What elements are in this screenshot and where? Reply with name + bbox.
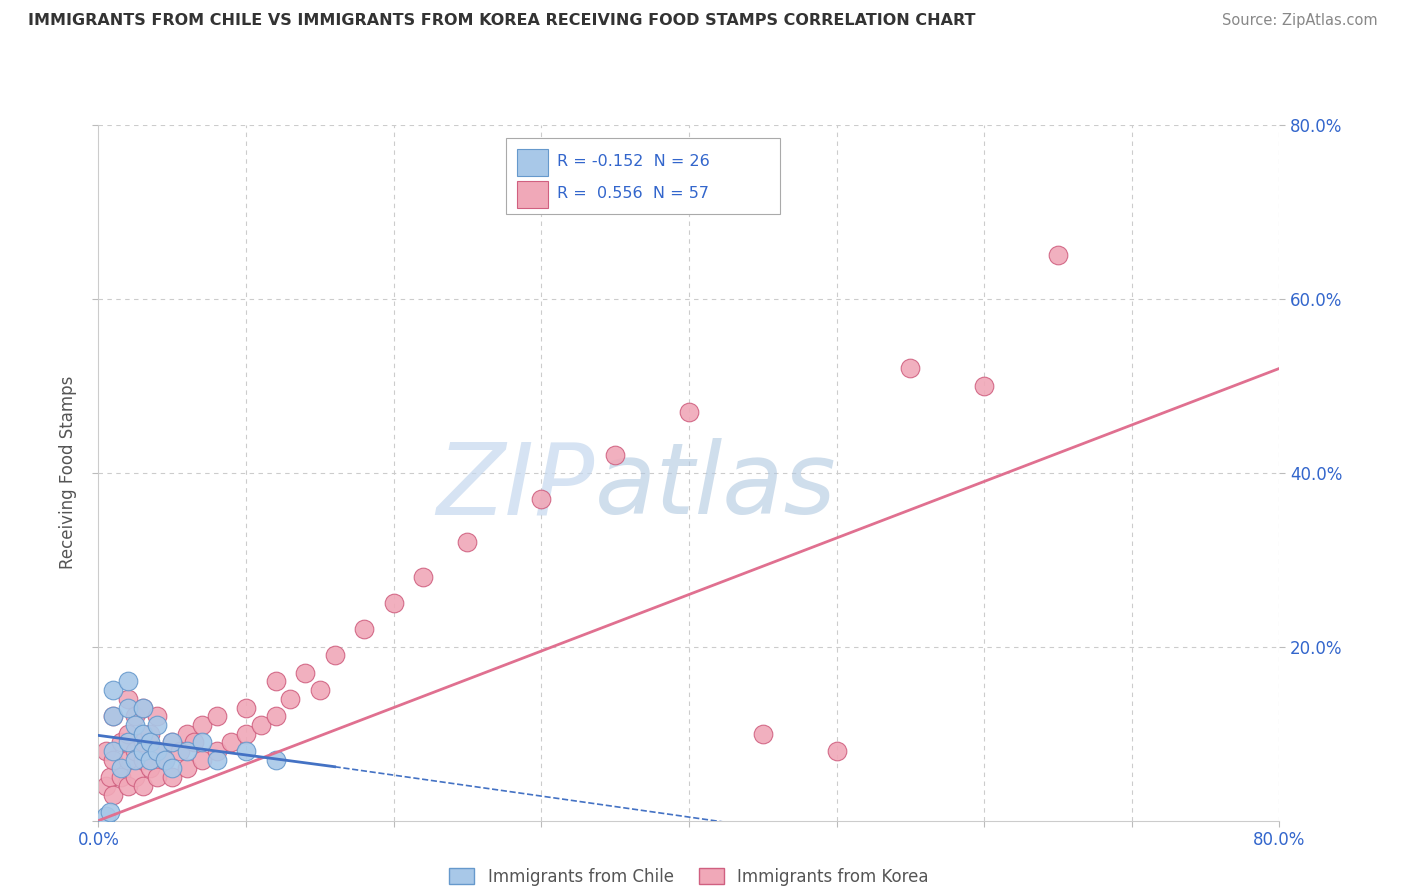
Point — [605, 448, 627, 462]
Point — [205, 744, 228, 758]
Point — [205, 753, 228, 767]
Point — [132, 735, 155, 749]
Point — [103, 683, 125, 698]
Point — [153, 753, 176, 767]
Point — [264, 674, 287, 689]
Point — [139, 753, 162, 767]
Text: IMMIGRANTS FROM CHILE VS IMMIGRANTS FROM KOREA RECEIVING FOOD STAMPS CORRELATION: IMMIGRANTS FROM CHILE VS IMMIGRANTS FROM… — [28, 13, 976, 29]
Point — [94, 744, 117, 758]
Point — [678, 405, 700, 419]
Point — [124, 718, 146, 732]
Point — [176, 761, 198, 775]
Point — [278, 692, 302, 706]
Point — [176, 744, 198, 758]
Point — [294, 665, 316, 680]
Point — [146, 709, 169, 723]
Point — [124, 744, 146, 758]
Point — [382, 596, 405, 610]
Point — [117, 692, 139, 706]
Point — [146, 770, 169, 784]
Point — [825, 744, 848, 758]
Point — [139, 735, 162, 749]
Point — [412, 570, 434, 584]
Point — [162, 735, 183, 749]
Point — [103, 709, 125, 723]
Point — [103, 744, 125, 758]
Point — [139, 726, 162, 740]
Point — [124, 770, 146, 784]
Legend: Immigrants from Chile, Immigrants from Korea: Immigrants from Chile, Immigrants from K… — [443, 861, 935, 892]
Point — [530, 491, 553, 506]
Text: ZIP: ZIP — [436, 438, 595, 535]
Point — [132, 726, 155, 740]
Point — [264, 709, 287, 723]
Point — [98, 770, 121, 784]
Point — [132, 744, 155, 758]
Point — [250, 718, 273, 732]
Point — [139, 761, 162, 775]
Point — [169, 744, 191, 758]
Text: Source: ZipAtlas.com: Source: ZipAtlas.com — [1222, 13, 1378, 29]
Text: R = -0.152  N = 26: R = -0.152 N = 26 — [557, 154, 710, 169]
Point — [162, 770, 183, 784]
Point — [191, 753, 214, 767]
Point — [323, 648, 346, 663]
Point — [117, 753, 139, 767]
Point — [751, 726, 773, 740]
Point — [103, 753, 125, 767]
Point — [132, 700, 155, 714]
Point — [124, 709, 146, 723]
Point — [219, 735, 242, 749]
Point — [146, 744, 169, 758]
Point — [146, 744, 169, 758]
Point — [162, 735, 183, 749]
Text: R =  0.556  N = 57: R = 0.556 N = 57 — [557, 186, 709, 201]
Text: atlas: atlas — [595, 438, 837, 535]
Y-axis label: Receiving Food Stamps: Receiving Food Stamps — [59, 376, 77, 569]
Point — [117, 735, 139, 749]
Point — [456, 535, 478, 549]
Point — [117, 674, 139, 689]
Point — [1046, 248, 1069, 262]
Point — [162, 761, 183, 775]
Point — [94, 809, 117, 823]
Point — [124, 753, 146, 767]
Point — [176, 726, 198, 740]
Point — [117, 726, 139, 740]
Point — [103, 788, 125, 802]
Point — [235, 726, 257, 740]
Point — [900, 361, 922, 376]
Point — [94, 779, 117, 793]
Point — [973, 378, 995, 392]
Point — [132, 700, 155, 714]
Point — [98, 805, 121, 819]
Point — [191, 735, 214, 749]
Point — [235, 744, 257, 758]
Point — [235, 700, 257, 714]
Point — [146, 718, 169, 732]
Point — [153, 753, 176, 767]
Point — [117, 700, 139, 714]
Point — [205, 709, 228, 723]
Point — [117, 779, 139, 793]
Point — [132, 779, 155, 793]
Point — [264, 753, 287, 767]
Point — [132, 753, 155, 767]
Point — [110, 770, 132, 784]
Point — [103, 709, 125, 723]
Point — [110, 761, 132, 775]
Point — [353, 623, 375, 637]
Point — [191, 718, 214, 732]
Point — [309, 683, 332, 698]
Point — [110, 735, 132, 749]
Point — [183, 735, 205, 749]
